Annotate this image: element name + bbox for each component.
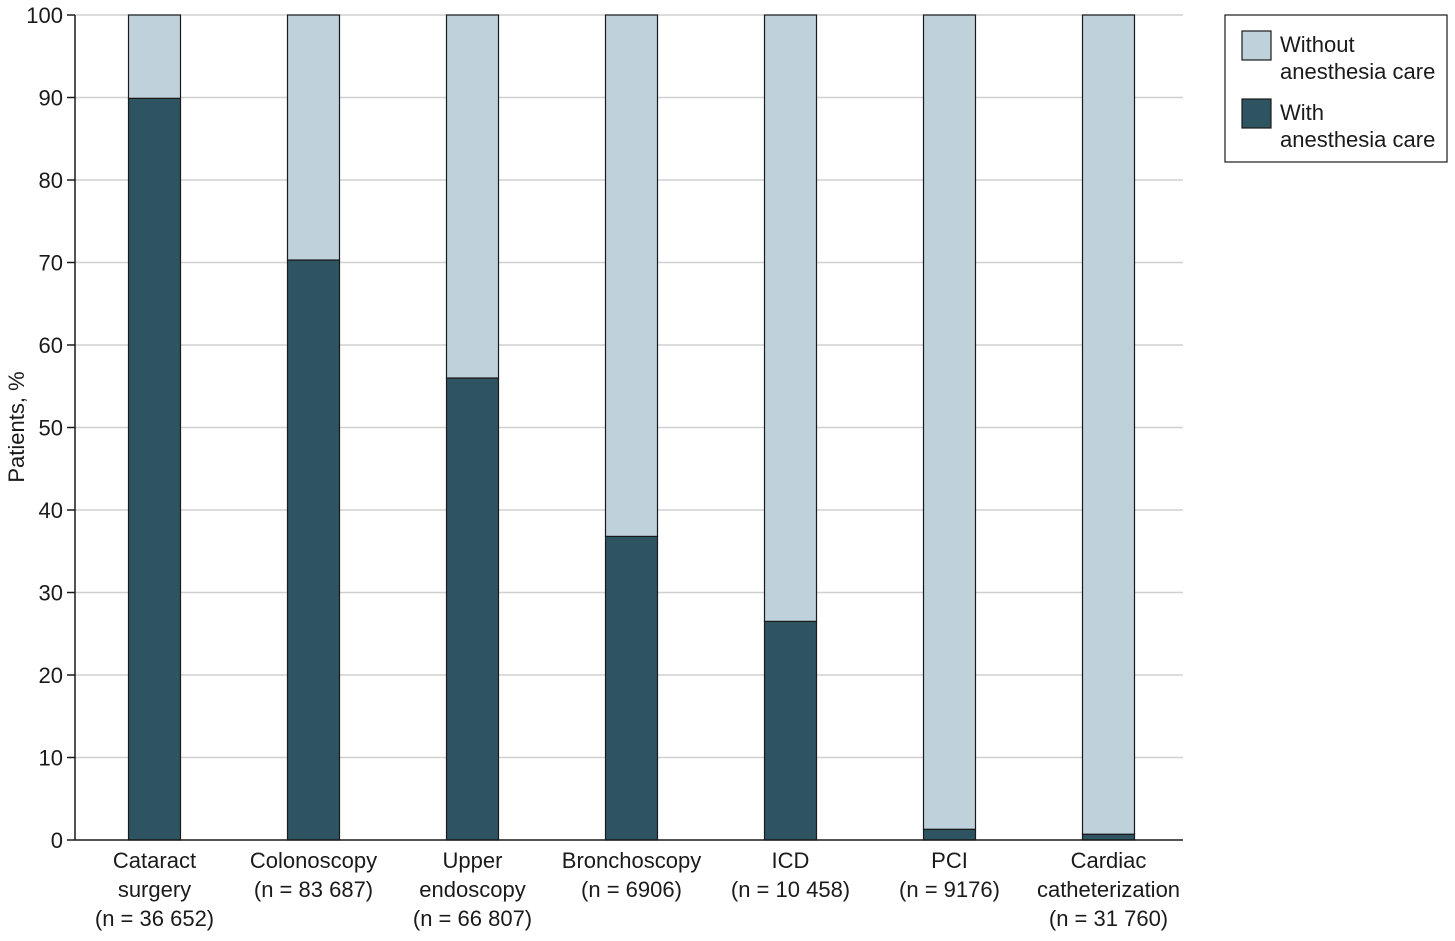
bar-with-anesthesia	[763, 620, 818, 841]
y-tick-label: 90	[39, 86, 63, 111]
x-category-label: (n = 83 687)	[254, 877, 373, 902]
bar-without-anesthesia	[763, 14, 818, 622]
legend-label: Without	[1280, 32, 1355, 57]
x-category-label: (n = 36 652)	[95, 906, 214, 931]
y-tick-label: 80	[39, 168, 63, 193]
bar-without-anesthesia	[127, 14, 182, 99]
y-tick-label: 30	[39, 581, 63, 606]
bar-without-anesthesia	[445, 14, 500, 379]
bar-without-anesthesia	[604, 14, 659, 538]
y-tick-label: 60	[39, 333, 63, 358]
x-category-label: (n = 6906)	[581, 877, 682, 902]
legend-label: anesthesia care	[1280, 59, 1435, 84]
x-category-label: (n = 66 807)	[413, 906, 532, 931]
y-tick-label: 10	[39, 746, 63, 771]
legend-swatch	[1241, 98, 1272, 129]
bar-with-anesthesia	[604, 535, 659, 841]
x-category-label: (n = 31 760)	[1049, 906, 1168, 931]
x-category-label: Cataract	[113, 848, 196, 873]
y-tick-label: 0	[51, 828, 63, 853]
x-category-label: Bronchoscopy	[562, 848, 701, 873]
x-category-label: ICD	[772, 848, 810, 873]
x-category-label: endoscopy	[419, 877, 525, 902]
y-tick-label: 40	[39, 498, 63, 523]
y-tick-label: 100	[26, 3, 63, 28]
bar-with-anesthesia	[445, 377, 500, 841]
bar-without-anesthesia	[922, 14, 977, 830]
legend-label: With	[1280, 100, 1324, 125]
bar-with-anesthesia	[922, 828, 977, 841]
y-axis-title: Patients, %	[4, 371, 29, 482]
bar-with-anesthesia	[1081, 833, 1136, 841]
x-category-label: surgery	[118, 877, 191, 902]
y-tick-label: 20	[39, 663, 63, 688]
bar-without-anesthesia	[1081, 14, 1136, 835]
y-tick-label: 70	[39, 251, 63, 276]
bar-without-anesthesia	[286, 14, 341, 261]
y-tick-label: 50	[39, 416, 63, 441]
x-category-label: (n = 10 458)	[731, 877, 850, 902]
legend-label: anesthesia care	[1280, 127, 1435, 152]
legend-swatch	[1241, 30, 1272, 61]
bar-with-anesthesia	[127, 97, 182, 841]
x-category-label: Cardiac	[1071, 848, 1147, 873]
x-category-label: Colonoscopy	[250, 848, 377, 873]
x-category-label: (n = 9176)	[899, 877, 1000, 902]
x-category-label: PCI	[931, 848, 968, 873]
bar-with-anesthesia	[286, 259, 341, 841]
x-category-label: Upper	[443, 848, 503, 873]
x-category-label: catheterization	[1037, 877, 1180, 902]
